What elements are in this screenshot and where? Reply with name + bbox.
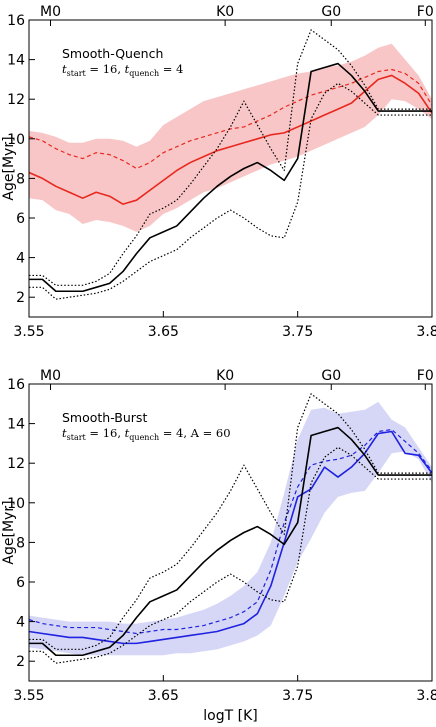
x-axis-label: logT [K] — [203, 708, 257, 724]
y-tick-label: 16 — [7, 13, 25, 29]
series-line-5 — [29, 446, 432, 664]
y-tick-label: 14 — [7, 417, 25, 433]
x-tick-label: 3.85 — [416, 688, 436, 704]
x-tick-label: 3.55 — [13, 688, 44, 704]
annotation-title: Smooth-Burst — [62, 410, 147, 425]
series-line-4 — [29, 393, 432, 650]
chart-panel-top: 3.55 3.65 3.75 3.85 M0 K0 G0 F0 2 4 6 8 10 12 14 16 Age[… — [1, 4, 436, 340]
top-tick-label: F0 — [417, 368, 434, 384]
y-axis-label: Age[Myr] — [1, 136, 17, 200]
series-line-3 — [29, 426, 432, 657]
confidence-band — [29, 401, 432, 656]
x-tick-label: 3.85 — [416, 324, 436, 340]
annotation-params: tstart = 16, tquench = 4, A = 60 — [62, 426, 231, 442]
annotation-params: tstart = 16, tquench = 4 — [62, 62, 183, 78]
top-tick-label: M0 — [40, 368, 61, 384]
x-tick-label: 3.75 — [282, 688, 313, 704]
param-subscript: quench — [129, 69, 159, 78]
top-tick-label: F0 — [417, 4, 434, 20]
y-axis-label: Age[Myr] — [1, 500, 17, 564]
y-tick-label: 4 — [16, 251, 25, 267]
y-tick-label: 10 — [7, 132, 25, 148]
series-line-2 — [28, 68, 433, 170]
top-tick-label: K0 — [216, 368, 234, 384]
x-tick-label: 3.55 — [13, 324, 44, 340]
series-line-5 — [29, 82, 432, 300]
param-value: = 16 — [86, 426, 118, 440]
param-symbol: t — [125, 426, 130, 440]
param-subscript: quench — [129, 433, 159, 442]
series-line-2 — [28, 428, 433, 635]
x-tick-label: 3.65 — [148, 688, 179, 704]
y-tick-label: 8 — [16, 171, 25, 187]
annotation-title: Smooth-Quench — [62, 46, 163, 61]
top-tick-label: K0 — [216, 4, 234, 20]
param-value: = 4, A = 60 — [159, 426, 230, 440]
top-tick-label: G0 — [321, 368, 341, 384]
y-tick-label: 8 — [16, 535, 25, 551]
top-tick-label: M0 — [40, 4, 61, 20]
param-value: = 16 — [86, 62, 118, 76]
y-tick-label: 2 — [16, 654, 25, 670]
param-symbol: t — [125, 62, 130, 76]
series-line-3 — [29, 62, 432, 293]
y-tick-label: 16 — [7, 377, 25, 393]
confidence-band — [29, 43, 432, 232]
y-tick-label: 14 — [7, 53, 25, 69]
param-subscript: start — [67, 433, 87, 442]
param-subscript: start — [67, 69, 87, 78]
y-tick-label: 6 — [16, 575, 25, 591]
plot-frame — [28, 19, 433, 318]
top-tick-label: G0 — [321, 4, 341, 20]
param-symbol: t — [62, 426, 67, 440]
chart-panel-bottom: 3.55 3.65 3.75 3.85 M0 K0 G0 F0 2 4 6 8 10 12 14 16 Age[… — [1, 368, 436, 724]
param-separator: , — [117, 426, 124, 440]
param-value: = 4 — [159, 62, 183, 76]
series-line-4 — [29, 29, 432, 286]
y-tick-label: 6 — [16, 211, 25, 227]
series-line-1 — [28, 430, 433, 645]
y-tick-label: 4 — [16, 615, 25, 631]
y-tick-label: 10 — [7, 496, 25, 512]
y-tick-label: 12 — [7, 456, 25, 472]
param-symbol: t — [62, 62, 67, 76]
param-separator: , — [117, 62, 124, 76]
y-tick-label: 12 — [7, 92, 25, 108]
x-tick-label: 3.65 — [148, 324, 179, 340]
x-tick-label: 3.75 — [282, 324, 313, 340]
y-tick-label: 2 — [16, 290, 25, 306]
plot-frame — [28, 383, 433, 682]
